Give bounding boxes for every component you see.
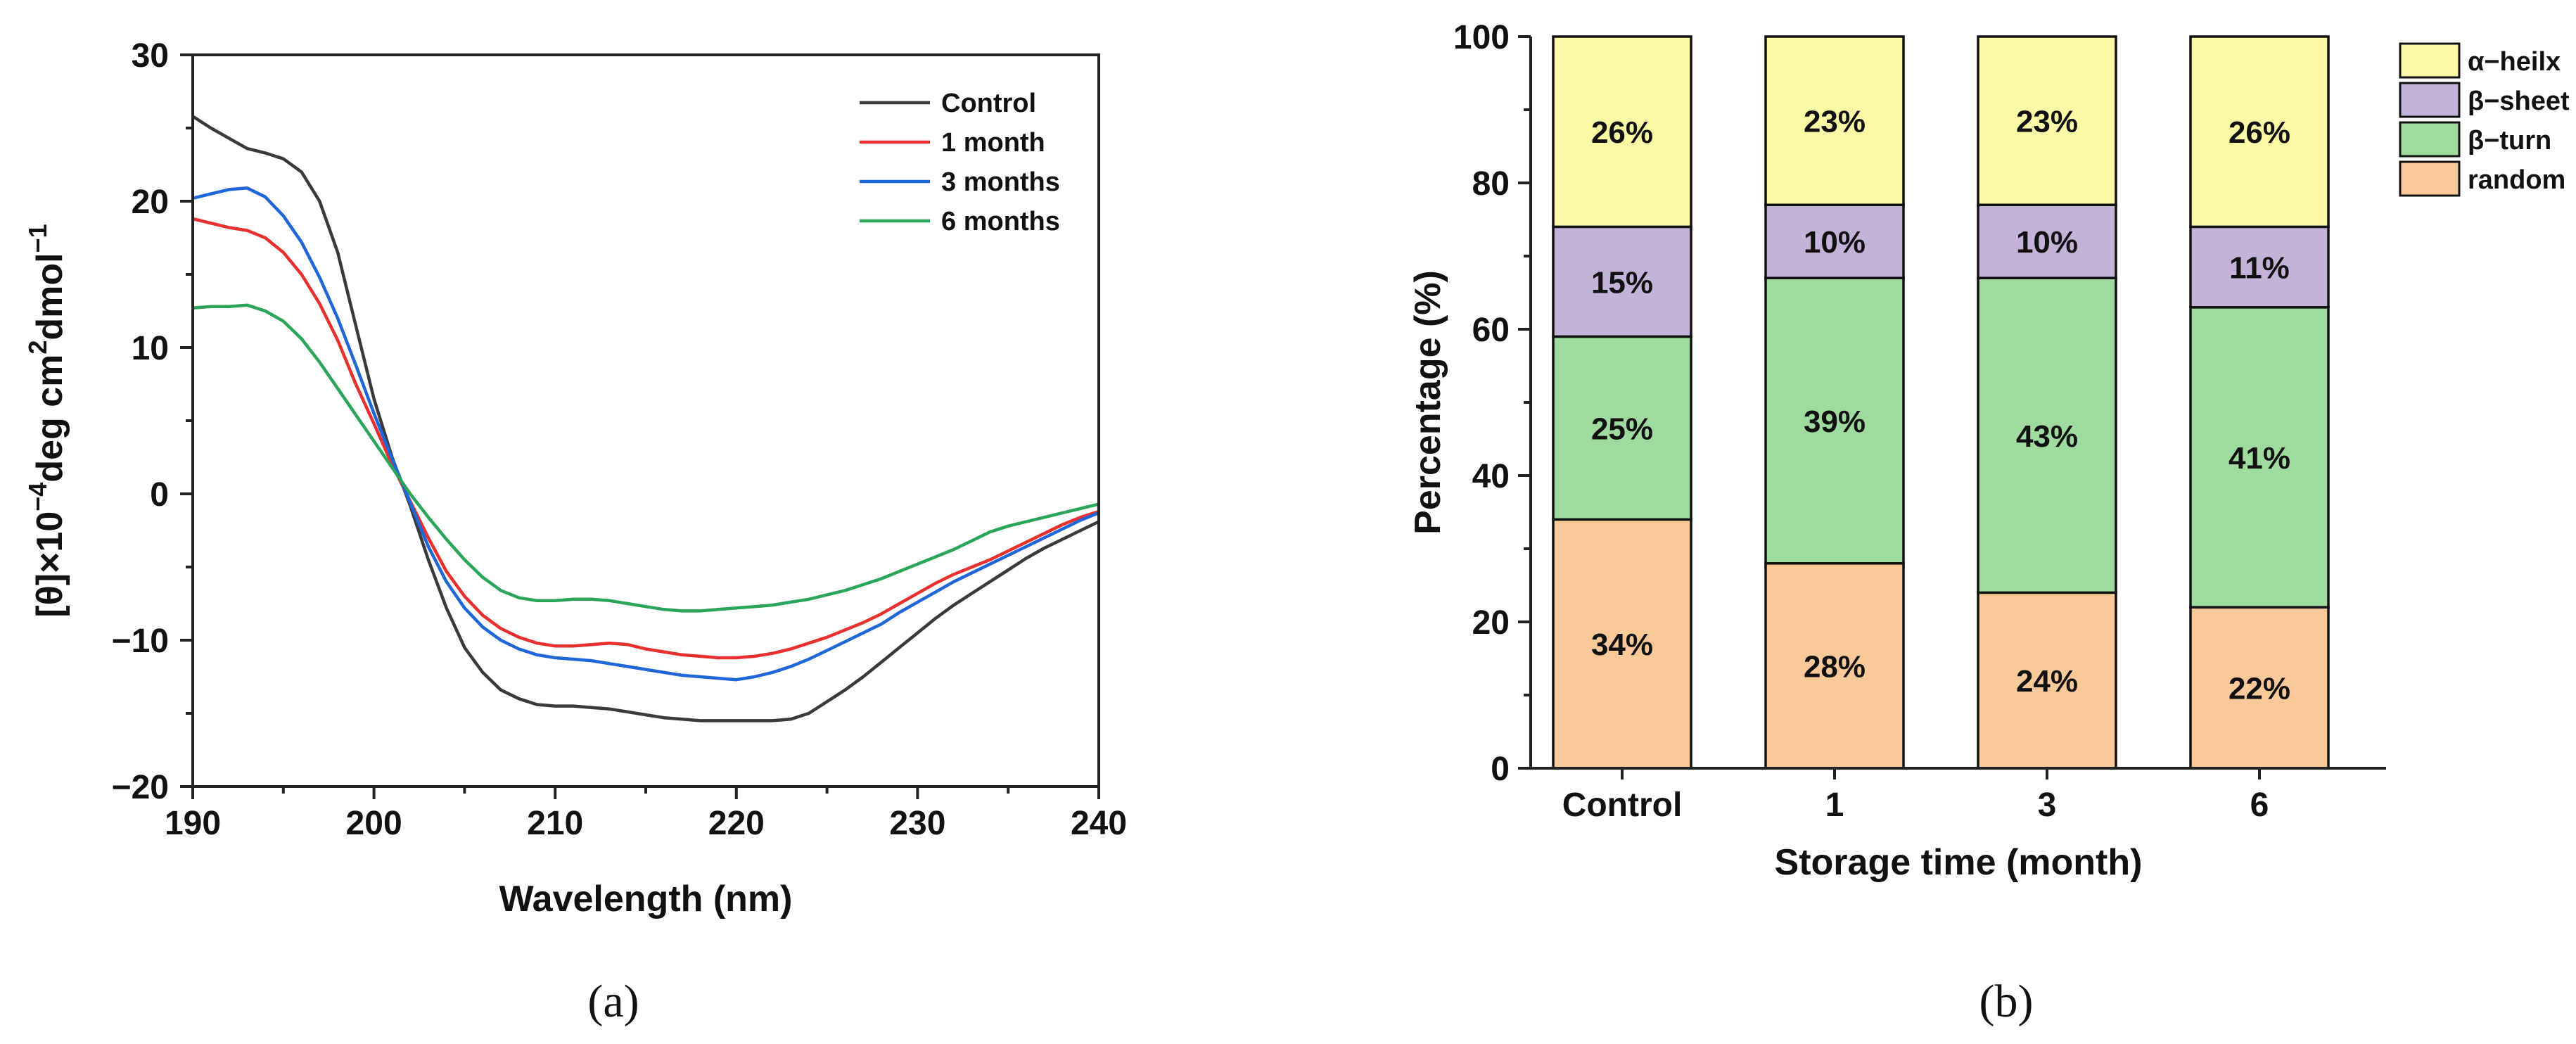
x-tick-label: Control: [1562, 787, 1683, 824]
x-tick-label: 210: [527, 805, 583, 842]
legend-label-1-month: 1 month: [941, 128, 1045, 158]
legend-swatch-random: [2399, 160, 2461, 197]
legend-label-turn: β−turn: [2468, 126, 2551, 155]
x-tick-label: 6: [2250, 787, 2269, 824]
data-label-turn-1: 39%: [1804, 405, 1866, 439]
data-label-turn-6: 41%: [2229, 441, 2290, 476]
x-tick-label: 190: [165, 805, 221, 842]
x-tick-label: 240: [1071, 805, 1127, 842]
panel-b-legend: α−heilx β−sheet β−turn random: [2399, 42, 2570, 197]
panel-a-legend: Control 1 month 3 months 6 months: [860, 89, 1060, 236]
y-tick-label: −10: [112, 623, 169, 660]
y-axis-ticks: 0 20 40 60 80 100: [1453, 19, 1531, 788]
x-tick-label: 1: [1825, 787, 1844, 824]
y-tick-label: 20: [1472, 604, 1510, 642]
panel-b-label: (b): [1979, 976, 2034, 1027]
y-tick-label: 30: [132, 37, 169, 75]
legend-label-sheet: β−sheet: [2468, 87, 2570, 116]
bar-segment-turn-1: [1764, 276, 1905, 565]
legend-label-6-months: 6 months: [941, 207, 1060, 236]
data-label-sheet-6: 11%: [2229, 251, 2290, 286]
bar-segment-sheet-6: [2189, 225, 2330, 309]
series-line-control: [191, 115, 1099, 722]
panel-b-stacked-bar-chart: 34% 25% 15% 26% 28% 39% 10% 23% 24% 43% 10% 23% 22% 4…: [1408, 19, 2570, 1027]
data-label-heilx-3: 23%: [2016, 105, 2078, 139]
x-tick-label: 220: [708, 805, 765, 842]
y-axis-title: Percentage (%): [1408, 270, 1448, 535]
bar-segment-turn-control: [1552, 335, 1692, 521]
legend-label-random: random: [2468, 165, 2565, 195]
data-label-random-control: 34%: [1591, 628, 1653, 662]
panel-a-label: (a): [587, 976, 639, 1027]
bar-segment-sheet-1: [1764, 203, 1905, 279]
x-tick-label: 3: [2038, 787, 2057, 824]
legend-swatch-turn: [2399, 121, 2461, 158]
y-tick-label: 0: [1491, 751, 1510, 788]
bar-segment-heilx-1: [1764, 35, 1905, 206]
y-tick-label: 20: [132, 184, 169, 221]
data-label-heilx-control: 26%: [1591, 115, 1653, 150]
y-axis-title: [θ]×10−4deg cm2dmol−1: [23, 224, 70, 617]
data-label-turn-control: 25%: [1591, 412, 1653, 446]
x-axis-ticks: 190 200 210 220 230 240: [165, 787, 1127, 842]
y-tick-label: 10: [132, 330, 169, 367]
y-tick-label: 0: [150, 476, 169, 514]
data-label-heilx-1: 23%: [1804, 105, 1866, 139]
data-label-random-6: 22%: [2229, 672, 2290, 706]
data-label-turn-3: 43%: [2016, 419, 2078, 454]
series-line-6-months: [192, 303, 1099, 613]
bar-segment-turn-3: [1977, 276, 2117, 594]
data-label-heilx-6: 26%: [2229, 115, 2290, 150]
bar-segment-turn-6: [2189, 306, 2330, 609]
y-tick-label: 60: [1472, 312, 1510, 349]
series-line-3-months: [192, 186, 1099, 682]
x-axis-ticks: Control 1 3 6: [1562, 768, 2269, 824]
cd-spectra-curves: [191, 115, 1099, 722]
legend-label-3-months: 3 months: [941, 167, 1060, 197]
data-label-sheet-control: 15%: [1591, 265, 1653, 300]
x-axis-title: Storage time (month): [1775, 842, 2143, 883]
x-axis-title: Wavelength (nm): [499, 879, 793, 919]
series-line-1-month: [192, 217, 1099, 660]
x-tick-label: 200: [346, 805, 402, 842]
data-label-random-3: 24%: [2016, 664, 2078, 699]
y-tick-label: 80: [1472, 165, 1510, 203]
y-axis-ticks: −20 −10 0 10 20 30: [112, 37, 193, 806]
panel-a-line-chart: 190 200 210 220 230 240 −20 −10 0 10 20 30 Wavelen…: [23, 37, 1127, 1027]
data-label-sheet-1: 10%: [1804, 225, 1866, 260]
legend-label-control: Control: [941, 89, 1036, 118]
x-tick-label: 230: [889, 805, 945, 842]
y-tick-label: 100: [1453, 19, 1510, 56]
legend-label-heilx: α−heilx: [2468, 47, 2561, 77]
legend-swatch-sheet: [2399, 82, 2461, 118]
y-tick-label: 40: [1472, 458, 1510, 495]
y-tick-label: −20: [112, 769, 169, 806]
data-label-random-1: 28%: [1804, 649, 1866, 684]
bar-segment-heilx-3: [1977, 35, 2117, 206]
stacked-bars: 34% 25% 15% 26% 28% 39% 10% 23% 24% 43% 10% 23% 22% 4…: [1552, 35, 2330, 770]
data-label-sheet-3: 10%: [2016, 225, 2078, 260]
bar-segment-random-3: [1977, 591, 2117, 770]
bar-segment-heilx-6: [2189, 35, 2330, 229]
legend-swatch-heilx: [2399, 42, 2461, 79]
bar-segment-heilx-control: [1552, 35, 1692, 229]
